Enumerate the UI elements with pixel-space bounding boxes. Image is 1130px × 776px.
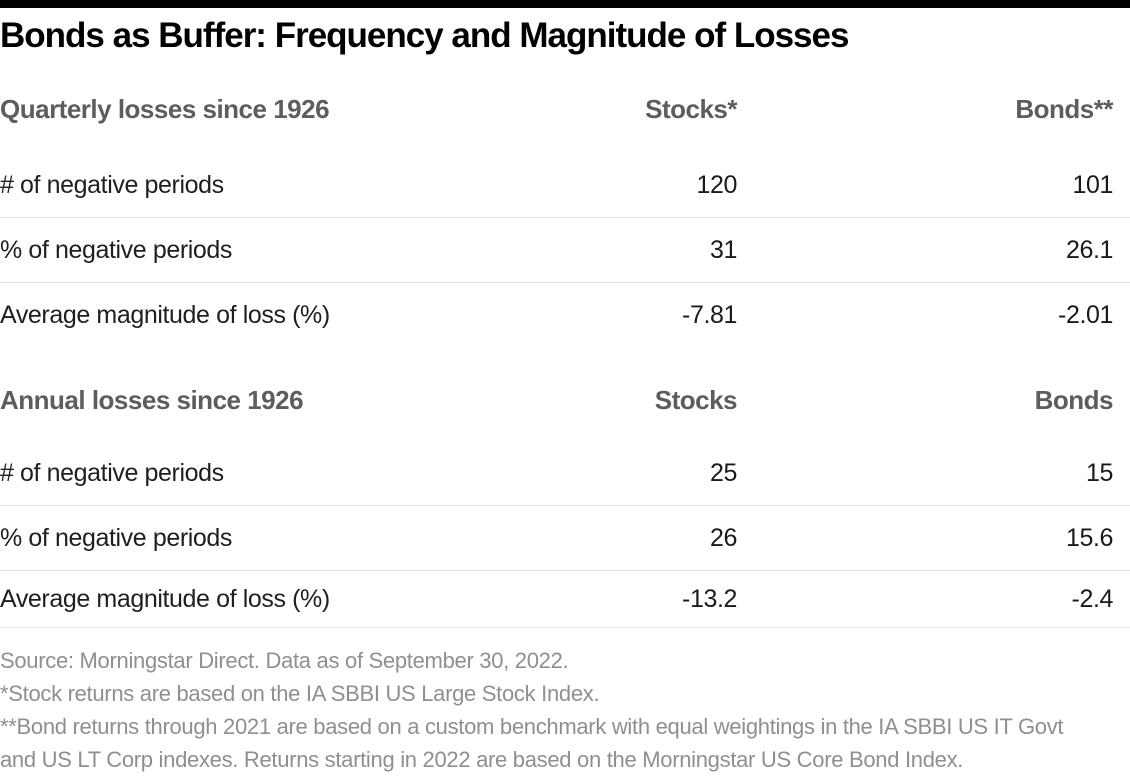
quarterly-section: Quarterly losses since 1926 Stocks* Bond… [0,94,1130,347]
annual-header-row: Annual losses since 1926 Stocks Bonds [0,385,1130,415]
row-label: % of negative periods [0,523,233,552]
table-row: % of negative periods 31 26.1 [0,218,1130,283]
bonds-value: 15 [1085,458,1113,487]
table-row: # of negative periods 120 101 [0,153,1130,218]
footnote-source: Source: Morningstar Direct. Data as of S… [0,648,569,673]
col-header-bonds: Bonds** [1015,94,1113,124]
row-label: # of negative periods [0,458,224,487]
annual-rows: # of negative periods 25 15 % of negativ… [0,441,1130,628]
row-label: Average magnitude of loss (%) [0,300,330,329]
stocks-value: 25 [709,458,737,487]
section-caption-annual: Annual losses since 1926 [0,385,304,415]
stocks-value: 31 [709,235,737,264]
table-row: % of negative periods 26 15.6 [0,506,1130,571]
stocks-value: -7.81 [682,300,737,329]
row-label: Average magnitude of loss (%) [0,584,330,613]
top-accent-bar [0,0,1130,8]
bonds-value: -2.01 [1058,300,1113,329]
table-row: Average magnitude of loss (%) -7.81 -2.0… [0,283,1130,347]
bonds-value: 26.1 [1065,235,1113,264]
quarterly-rows: # of negative periods 120 101 % of negat… [0,153,1130,347]
bonds-value: 15.6 [1065,523,1113,552]
table-row: Average magnitude of loss (%) -13.2 -2.4 [0,571,1130,628]
footnote-stocks: *Stock returns are based on the IA SBBI … [0,681,600,706]
col-header-stocks: Stocks [654,385,738,415]
row-label: # of negative periods [0,170,224,199]
footnote-bonds-line2: and US LT Corp indexes. Returns starting… [0,747,964,772]
stocks-value: 26 [709,523,737,552]
col-header-stocks: Stocks* [645,94,737,124]
chart-title: Bonds as Buffer: Frequency and Magnitude… [0,16,849,55]
bonds-value: 101 [1072,170,1113,199]
footnotes-block: Source: Morningstar Direct. Data as of S… [0,644,1130,776]
stocks-value: 120 [696,170,737,199]
quarterly-header-row: Quarterly losses since 1926 Stocks* Bond… [0,94,1130,124]
table-row: # of negative periods 25 15 [0,441,1130,506]
col-header-bonds: Bonds [1034,385,1114,415]
footnote-bonds-line1: **Bond returns through 2021 are based on… [0,714,1064,739]
row-label: % of negative periods [0,235,233,264]
annual-section: Annual losses since 1926 Stocks Bonds # … [0,385,1130,628]
stocks-value: -13.2 [682,584,737,613]
bonds-value: -2.4 [1071,584,1114,613]
section-caption-quarterly: Quarterly losses since 1926 [0,94,330,124]
